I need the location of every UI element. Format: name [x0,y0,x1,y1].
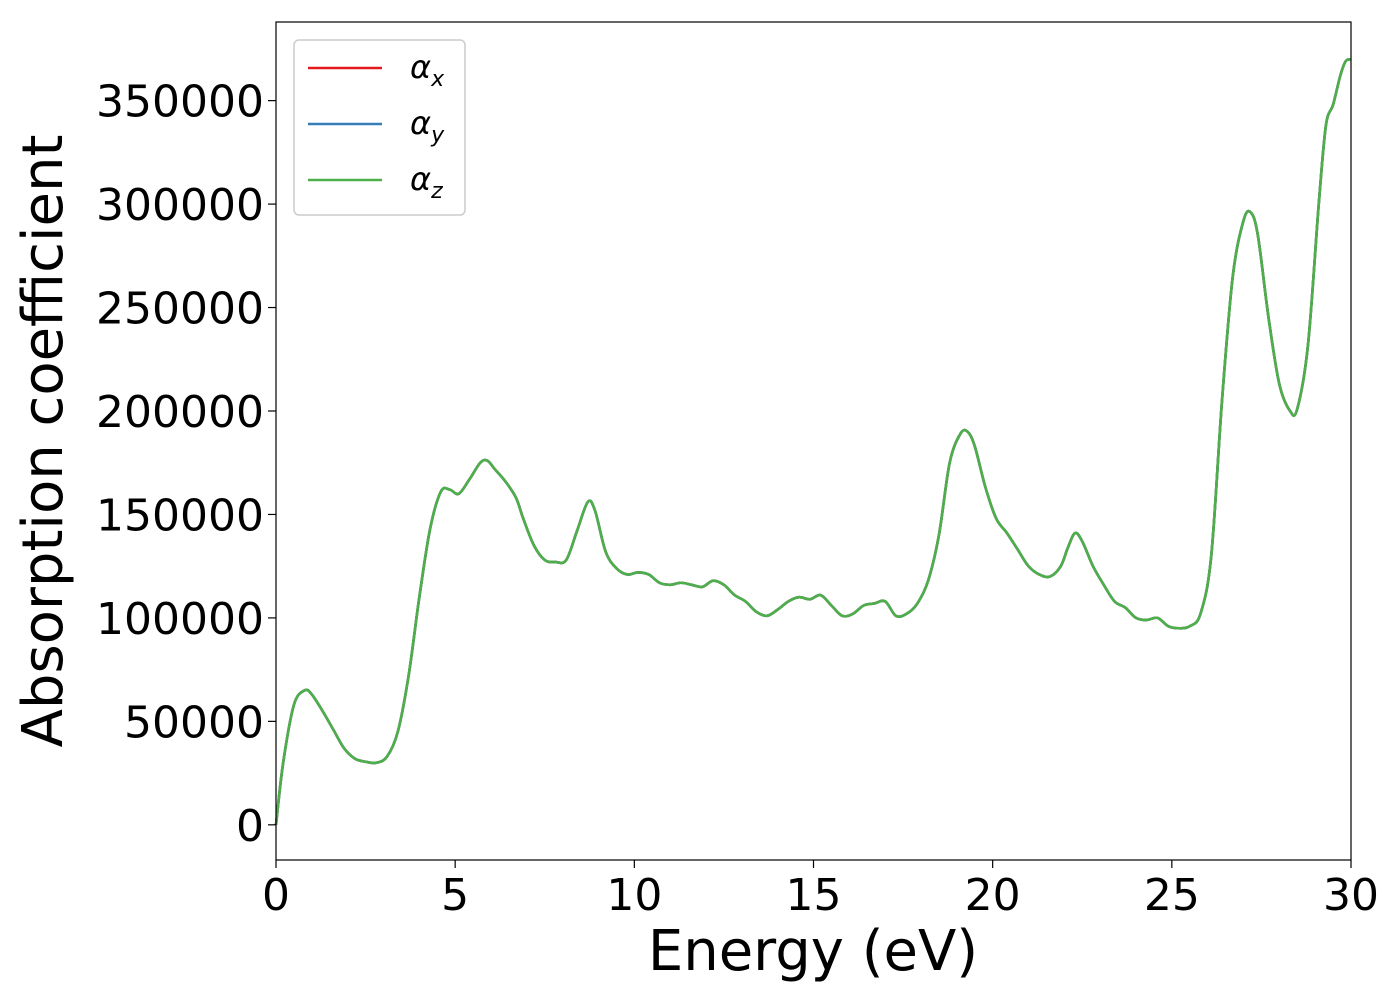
x-axis: 0 5 10 15 20 25 30 [262,860,1379,921]
y-axis: 0 50000 100000 150000 200000 250000 300000 3500… [96,77,276,852]
x-tick-label: 25 [1144,870,1200,921]
y-tick-label: 200000 [96,387,264,438]
y-tick-label: 100000 [96,594,264,645]
x-tick-label: 10 [606,870,662,921]
legend-label-y: αy [410,104,445,148]
y-tick-label: 150000 [96,490,264,541]
y-tick-label: 250000 [96,284,264,335]
legend-box [293,39,466,216]
legend-label-z: αz [410,160,443,204]
y-tick-label: 50000 [124,697,264,748]
series-line-z [274,57,1352,825]
y-tick-label: 300000 [96,180,264,231]
x-axis-title: Energy (eV) [648,919,978,984]
y-axis-title: Absorption coefficient [11,135,76,748]
plot-lines [274,57,1352,825]
x-tick-label: 30 [1323,870,1379,921]
y-tick-label: 0 [236,801,264,852]
y-tick-label: 350000 [96,77,264,128]
x-tick-label: 20 [965,870,1021,921]
x-tick-label: 15 [786,870,842,921]
x-tick-label: 0 [262,870,290,921]
legend-label-x: αx [410,48,445,92]
legend: αx αy αz [293,39,466,216]
x-tick-label: 5 [441,870,469,921]
